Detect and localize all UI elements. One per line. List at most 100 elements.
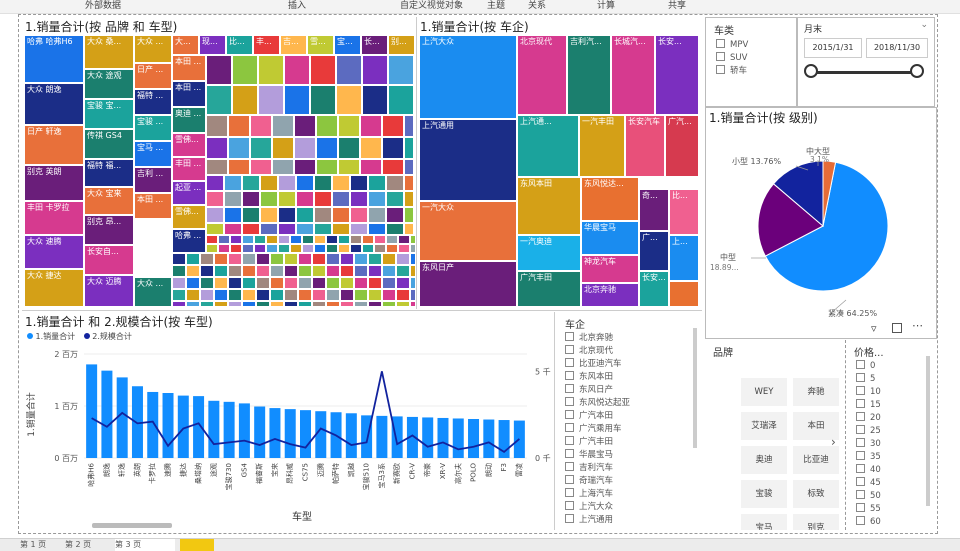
treemap-tile-small[interactable] bbox=[296, 191, 314, 207]
brand-tile[interactable]: 比亚迪 bbox=[793, 446, 839, 474]
treemap-tile-small[interactable] bbox=[232, 55, 258, 85]
bar[interactable] bbox=[208, 400, 220, 458]
ribbon-calculation[interactable]: 计算 bbox=[597, 1, 616, 11]
treemap-tile-small[interactable] bbox=[312, 277, 326, 289]
treemap-tile-small[interactable] bbox=[242, 223, 260, 235]
treemap-tile-small[interactable] bbox=[388, 55, 414, 85]
treemap-tile-small[interactable] bbox=[368, 265, 382, 277]
treemap-tile[interactable]: 宝马 ... bbox=[134, 141, 172, 167]
slicer-option[interactable]: 轿车 bbox=[716, 65, 748, 78]
bar[interactable] bbox=[406, 416, 418, 458]
treemap-tile-small[interactable] bbox=[350, 244, 362, 253]
treemap-tile-small[interactable] bbox=[242, 191, 260, 207]
bar[interactable] bbox=[498, 420, 510, 458]
bar[interactable] bbox=[452, 418, 464, 458]
treemap-tile-small[interactable] bbox=[354, 301, 368, 307]
treemap-tile[interactable]: 哈弗 哈弗H6 bbox=[24, 35, 84, 83]
slicer-option[interactable]: 广汽丰田 bbox=[565, 436, 630, 449]
treemap-tile-small[interactable] bbox=[332, 223, 350, 235]
treemap-tile[interactable]: 广汽... bbox=[665, 115, 699, 177]
chevron-right-icon[interactable]: › bbox=[831, 435, 836, 449]
treemap-tile[interactable]: 北京奔驰 bbox=[581, 283, 639, 307]
treemap-tile-small[interactable] bbox=[404, 115, 414, 137]
treemap-tile-small[interactable] bbox=[200, 277, 214, 289]
treemap-tile-small[interactable] bbox=[312, 301, 326, 307]
treemap-tile-small[interactable] bbox=[312, 265, 326, 277]
slicer-option[interactable]: 60 bbox=[856, 516, 881, 529]
bar[interactable] bbox=[131, 386, 143, 458]
treemap-tile-small[interactable] bbox=[228, 159, 250, 175]
treemap-tile-small[interactable] bbox=[242, 301, 256, 307]
treemap-tile-small[interactable] bbox=[396, 277, 410, 289]
brand-tile[interactable]: 艾瑞泽 bbox=[741, 412, 787, 440]
slicer-option[interactable]: 10 bbox=[856, 386, 881, 399]
treemap-tile-small[interactable] bbox=[284, 265, 298, 277]
treemap-tile-small[interactable] bbox=[206, 235, 218, 244]
tab-page-2[interactable]: 第 2 页 bbox=[65, 540, 92, 549]
treemap-tile-small[interactable] bbox=[242, 235, 254, 244]
treemap-tile-small[interactable] bbox=[272, 115, 294, 137]
treemap-tile-small[interactable] bbox=[200, 301, 214, 307]
treemap-tile-small[interactable] bbox=[396, 253, 410, 265]
treemap-tile-small[interactable] bbox=[326, 289, 340, 301]
treemap-tile-small[interactable] bbox=[200, 265, 214, 277]
treemap-tile[interactable]: 东风悦达... bbox=[581, 177, 639, 221]
treemap-tile-small[interactable] bbox=[382, 265, 396, 277]
treemap-tile[interactable]: 起亚 ... bbox=[172, 181, 206, 205]
slicer-maker-scrollbar[interactable] bbox=[693, 328, 697, 448]
treemap-tile-small[interactable] bbox=[260, 223, 278, 235]
treemap-tile-small[interactable] bbox=[360, 137, 382, 159]
ribbon-insert[interactable]: 插入 bbox=[288, 1, 307, 11]
treemap-tile-small[interactable] bbox=[368, 253, 382, 265]
treemap-tile-small[interactable] bbox=[270, 289, 284, 301]
start-date-input[interactable]: 2015/1/31 bbox=[804, 38, 862, 58]
treemap-tile-small[interactable] bbox=[242, 277, 256, 289]
treemap-tile-small[interactable] bbox=[294, 137, 316, 159]
treemap-tile-small[interactable] bbox=[326, 235, 338, 244]
treemap-tile-small[interactable] bbox=[362, 55, 388, 85]
treemap-tile-small[interactable] bbox=[298, 301, 312, 307]
slicer-option[interactable]: 广汽本田 bbox=[565, 410, 630, 423]
slicer-option[interactable]: 40 bbox=[856, 464, 881, 477]
filter-icon[interactable]: ▿ bbox=[871, 322, 877, 335]
slicer-option[interactable]: 东风悦达起亚 bbox=[565, 397, 630, 410]
treemap-tile-small[interactable] bbox=[362, 244, 374, 253]
treemap-tile-small[interactable] bbox=[242, 244, 254, 253]
brand-tile[interactable]: 宝马 bbox=[741, 514, 787, 530]
treemap-tile-small[interactable] bbox=[172, 301, 186, 307]
treemap-tile-small[interactable] bbox=[368, 191, 386, 207]
treemap-tile-small[interactable] bbox=[250, 137, 272, 159]
bar[interactable] bbox=[468, 419, 480, 458]
pie-chart[interactable] bbox=[706, 108, 936, 338]
treemap-tile-small[interactable] bbox=[290, 244, 302, 253]
bar[interactable] bbox=[437, 417, 449, 458]
treemap-tile[interactable]: 广... bbox=[639, 231, 669, 271]
treemap-maker-panel[interactable]: 1.销量合计(按 车企) 上汽大众 上汽通用 一汽大众 东风日产 北京现代 吉利汽... 长… bbox=[417, 17, 701, 309]
treemap-tile-small[interactable] bbox=[258, 55, 284, 85]
treemap-tile-small[interactable] bbox=[228, 265, 242, 277]
slicer-month[interactable]: 月末 ⌄ 2015/1/31 2018/11/30 bbox=[797, 17, 935, 107]
treemap-tile-small[interactable] bbox=[368, 277, 382, 289]
slicer-price-scrollbar[interactable] bbox=[926, 356, 930, 506]
treemap-tile-small[interactable] bbox=[172, 289, 186, 301]
treemap-tile-small[interactable] bbox=[382, 159, 404, 175]
treemap-tile-small[interactable] bbox=[256, 301, 270, 307]
treemap-tile-small[interactable] bbox=[230, 235, 242, 244]
treemap-tile-small[interactable] bbox=[338, 244, 350, 253]
ribbon-external-data[interactable]: 外部数据 bbox=[85, 1, 122, 11]
treemap-tile[interactable]: 一汽奥迪 bbox=[517, 235, 581, 271]
treemap-tile-small[interactable] bbox=[284, 85, 310, 115]
treemap-tile[interactable]: 上汽通... bbox=[517, 115, 579, 177]
treemap-tile-small[interactable] bbox=[316, 137, 338, 159]
treemap-tile-small[interactable] bbox=[368, 301, 382, 307]
treemap-tile-small[interactable] bbox=[382, 289, 396, 301]
treemap-tile-small[interactable] bbox=[404, 159, 414, 175]
treemap-tile-small[interactable] bbox=[362, 235, 374, 244]
treemap-tile[interactable]: 宝骏 ... bbox=[134, 115, 172, 141]
bar[interactable] bbox=[376, 415, 388, 458]
treemap-tile-small[interactable] bbox=[398, 235, 410, 244]
treemap-tile-small[interactable] bbox=[214, 301, 228, 307]
treemap-tile[interactable]: 上... bbox=[669, 235, 699, 281]
slicer-option[interactable]: SUV bbox=[716, 52, 748, 65]
slicer-price[interactable]: 价格... 0 5 10 15 20 25 30 35 40 45 50 55 60 bbox=[845, 340, 936, 530]
